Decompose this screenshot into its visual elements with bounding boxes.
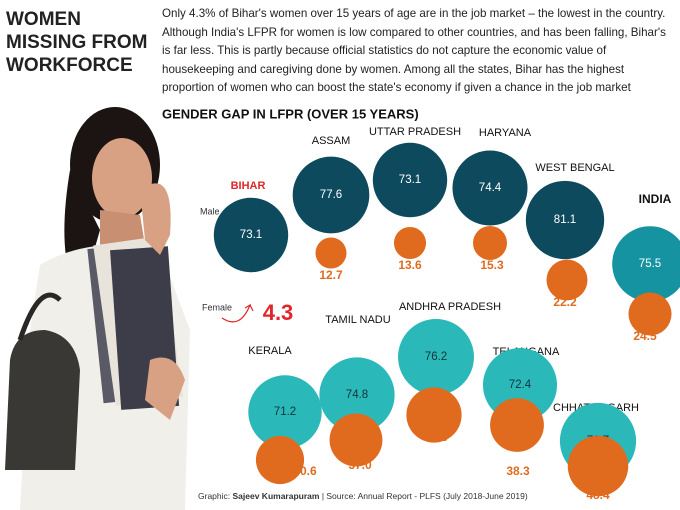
credit-source: | Source: Annual Report - PLFS (July 201… — [322, 491, 528, 501]
female-bubble — [567, 435, 629, 497]
male-bubble — [213, 197, 289, 273]
male-value: 72.4 — [509, 379, 532, 391]
female-value: 38.3 — [506, 464, 530, 478]
male-value: 73.1 — [240, 229, 262, 241]
female-value: 4.3 — [263, 300, 294, 325]
legend-label: Female — [202, 302, 232, 312]
state-label: UTTAR PRADESH — [369, 126, 461, 138]
female-value: 40.3 — [424, 430, 448, 444]
male-value: 76.2 — [425, 351, 447, 363]
female-value: 22.2 — [553, 295, 577, 309]
female-value: 37.0 — [348, 458, 372, 472]
male-value: 73.1 — [399, 174, 421, 186]
male-value: 75.5 — [639, 258, 661, 270]
credit-name: Sajeev Kumarapuram — [233, 491, 320, 501]
female-value: 24.5 — [633, 329, 657, 343]
pointer-arrow — [221, 303, 254, 323]
chart-title: GENDER GAP IN LFPR (OVER 15 YEARS) — [162, 106, 419, 121]
male-bubble — [612, 226, 680, 302]
female-value: 12.7 — [319, 268, 343, 282]
male-value: 77.6 — [320, 189, 342, 201]
female-bubble — [490, 398, 544, 452]
female-bubble — [472, 225, 508, 261]
woman-illustration — [5, 107, 190, 510]
male-bubble — [319, 357, 395, 433]
credit-label: Graphic: — [198, 491, 230, 501]
male-bubble — [398, 319, 474, 395]
male-bubble — [292, 156, 370, 234]
state-label: WEST BENGAL — [535, 162, 614, 174]
male-value: 81.1 — [554, 214, 576, 226]
male-value: 74.4 — [479, 182, 502, 194]
female-bubble — [329, 413, 383, 467]
headline: WOMEN MISSING FROM WORKFORCE — [6, 9, 148, 76]
state-label: HARYANA — [479, 127, 532, 139]
female-value: 15.3 — [480, 258, 504, 272]
credit: Graphic: Sajeev Kumarapuram | Source: An… — [198, 491, 528, 501]
male-bubble — [525, 180, 605, 260]
female-value: 13.6 — [398, 258, 422, 272]
female-bubble — [255, 435, 305, 485]
male-bubble — [452, 150, 528, 226]
state-label: ANDHRA PRADESH — [399, 301, 501, 313]
state-label: TAMIL NADU — [325, 314, 390, 326]
male-bubble — [372, 142, 448, 218]
female-bubble — [315, 237, 347, 269]
female-bubble — [393, 226, 427, 260]
female-value: 48.4 — [586, 488, 610, 502]
female-bubble — [628, 292, 672, 336]
state-label: ASSAM — [312, 135, 351, 147]
legend-label: Male — [200, 206, 220, 216]
female-bubble — [406, 387, 462, 443]
male-value: 71.2 — [274, 406, 296, 418]
intro-text: Only 4.3% of Bihar's women over 15 years… — [162, 7, 666, 94]
male-bubble — [248, 375, 322, 449]
state-label: BIHAR — [231, 180, 266, 192]
female-bubble — [546, 259, 588, 301]
state-label: KERALA — [248, 345, 292, 357]
state-label: INDIA — [639, 192, 672, 206]
female-value: 30.6 — [293, 464, 317, 478]
male-value: 74.8 — [346, 389, 368, 401]
